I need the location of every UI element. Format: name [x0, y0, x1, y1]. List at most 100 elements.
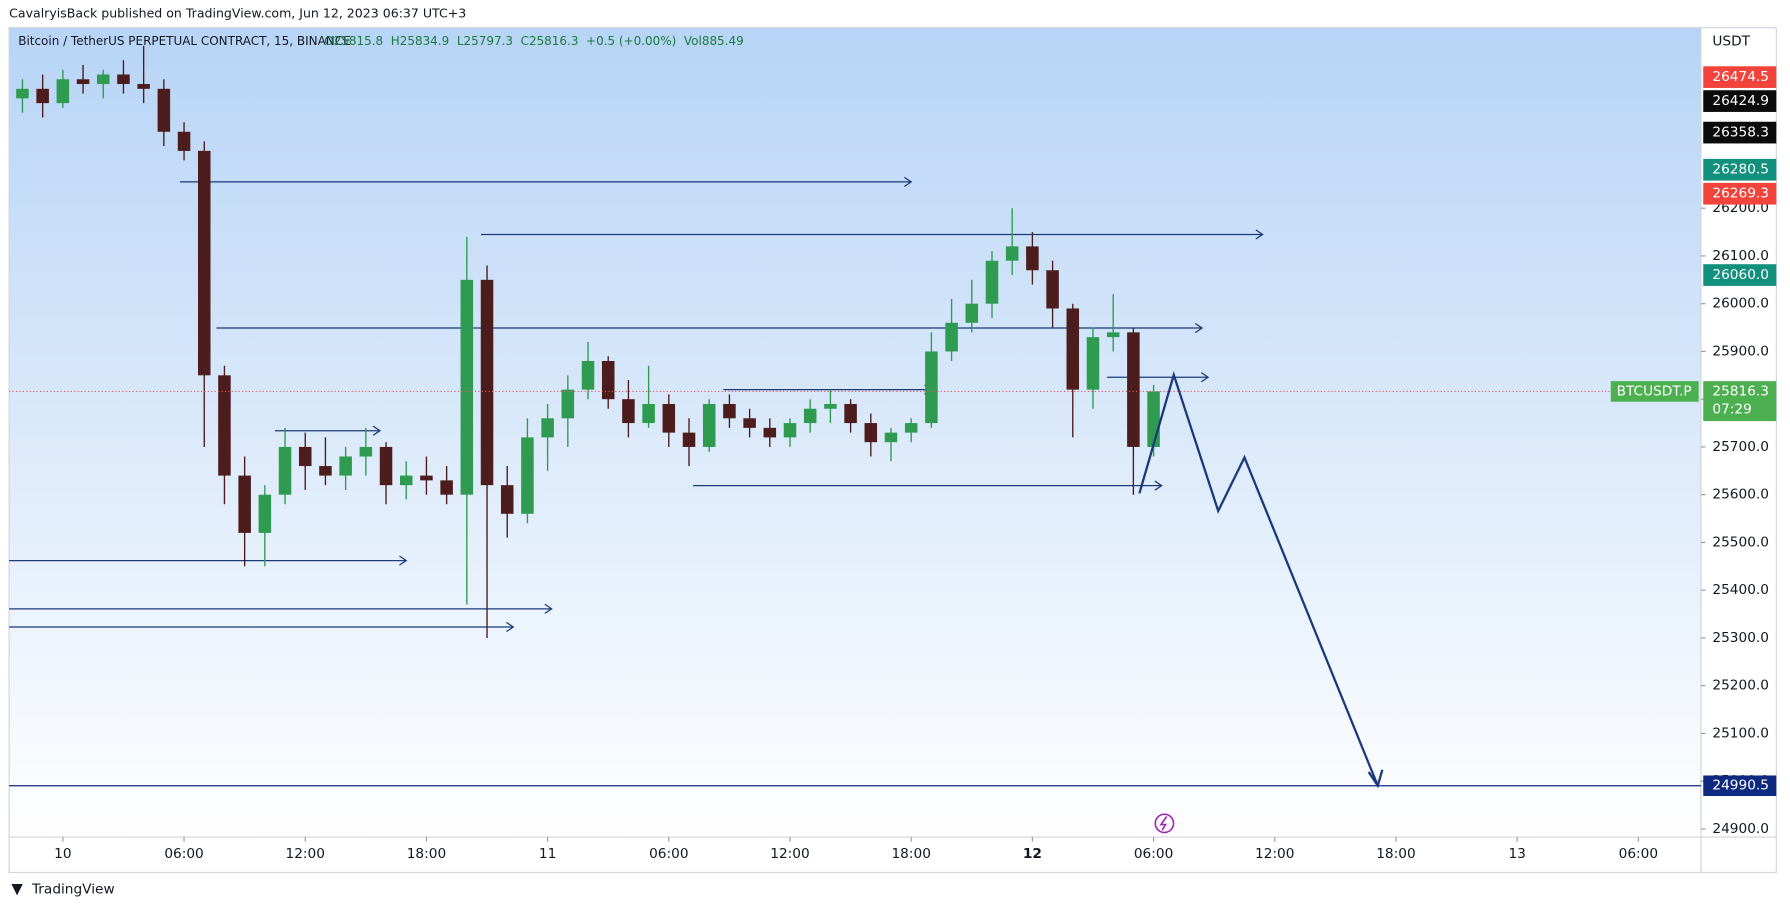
candle-body — [622, 399, 635, 424]
axis-unit: USDT — [1712, 33, 1750, 49]
projection-path — [1138, 370, 1379, 787]
candle-body — [743, 418, 756, 428]
candle-body — [399, 475, 413, 486]
symbol-title: Bitcoin / TetherUS PERPETUAL CONTRACT, 1… — [18, 34, 350, 48]
candle-body — [258, 494, 272, 533]
x-tick-label: 13 — [1508, 846, 1525, 862]
target-tag-label: 24990.5 — [1712, 778, 1769, 794]
countdown: 07:29 — [1712, 402, 1751, 418]
candle-body — [56, 79, 70, 104]
candle-body — [864, 423, 878, 443]
price-tag-label: 26280.5 — [1712, 162, 1769, 178]
price-tag-label: 26424.9 — [1712, 93, 1769, 109]
level-arrow — [903, 176, 913, 188]
candle-body — [440, 480, 453, 495]
candle-body — [925, 351, 938, 424]
price-tag-label: 26060.0 — [1712, 267, 1769, 283]
symbol-label: BTCUSDT.P — [1617, 383, 1692, 399]
price-tag — [1703, 66, 1777, 88]
x-tick-label: 10 — [54, 846, 71, 862]
level-arrow — [399, 555, 408, 566]
y-tick-label: 25900.0 — [1712, 343, 1769, 359]
y-tick-label: 26000.0 — [1712, 296, 1769, 312]
brand-logo: ▼ — [11, 881, 23, 898]
candle-body — [521, 437, 534, 514]
price-tag-label: 26474.5 — [1712, 69, 1769, 85]
x-tick-label: 06:00 — [1619, 846, 1658, 862]
candle-body — [682, 432, 696, 447]
x-tick-label: 18:00 — [891, 846, 930, 862]
candle-body — [985, 260, 999, 304]
candle-body — [460, 279, 474, 495]
y-tick-label: 25100.0 — [1712, 725, 1769, 741]
published-note: CavalryisBack published on TradingView.c… — [9, 5, 466, 20]
candle-body — [662, 403, 676, 433]
x-tick-label: 06:00 — [649, 846, 688, 862]
price-tag-label: 26358.3 — [1712, 125, 1769, 141]
candle-body — [359, 446, 373, 457]
candle-body — [581, 360, 595, 390]
current-tag — [1703, 381, 1777, 422]
candle-body — [904, 423, 918, 433]
candle-body — [157, 88, 171, 132]
candle-body — [278, 446, 292, 495]
price-tag — [1703, 121, 1777, 144]
candle-body — [1046, 270, 1059, 309]
price-tag-label: 26269.3 — [1712, 186, 1769, 202]
candle-body — [298, 446, 312, 467]
y-tick-label: 26100.0 — [1712, 248, 1769, 264]
x-tick-label: 18:00 — [407, 846, 446, 862]
candle-body — [642, 403, 655, 424]
y-tick-label: 25500.0 — [1712, 534, 1769, 550]
candle-body — [702, 403, 716, 447]
candle-body — [480, 279, 494, 486]
level-arrow — [1154, 480, 1163, 491]
lightning-icon — [1154, 813, 1175, 834]
level-arrow — [1200, 372, 1210, 383]
current-tag-label: 25816.3 — [1712, 383, 1769, 399]
candle-body — [884, 432, 898, 443]
candle-body — [763, 427, 777, 438]
candle-body — [1127, 332, 1140, 447]
candle-body — [96, 74, 110, 85]
candle-body — [1106, 332, 1120, 338]
level-arrow — [1194, 322, 1204, 334]
x-tick-label: 12 — [1023, 846, 1042, 862]
candle-body — [541, 418, 554, 438]
target-tag — [1703, 775, 1777, 797]
candle-body — [16, 88, 29, 99]
candle-body — [824, 403, 837, 409]
brand-name: TradingView — [31, 882, 115, 898]
candle-body — [177, 131, 191, 151]
candle-body — [1086, 337, 1100, 390]
candle-body — [1026, 246, 1039, 271]
candle-body — [319, 466, 332, 476]
x-tick-label: 12:00 — [1255, 846, 1294, 862]
candle-body — [601, 360, 615, 400]
candle-body — [561, 389, 575, 419]
y-tick-label: 25200.0 — [1712, 678, 1769, 694]
frame — [8, 27, 1777, 874]
ohlc-legend: O25815.8 H25834.9 L25797.3 C25816.3 +0.5… — [324, 34, 744, 48]
candle-body — [1066, 308, 1080, 390]
plot-area — [9, 27, 1701, 838]
candle-body — [844, 403, 857, 424]
level-arrow — [544, 603, 553, 614]
price-tag — [1703, 90, 1777, 112]
x-tick-label: 12:00 — [770, 846, 809, 862]
candle-body — [36, 88, 49, 104]
candle-body — [1005, 246, 1019, 261]
y-tick-label: 25300.0 — [1712, 630, 1769, 646]
x-tick-label: 06:00 — [164, 846, 203, 862]
candle-body — [965, 303, 979, 323]
candle-body — [197, 150, 211, 376]
candle-body — [420, 475, 433, 481]
candle-body — [723, 403, 736, 419]
y-tick-label: 25700.0 — [1712, 439, 1769, 455]
projection-arrow — [1367, 769, 1384, 789]
candle-body — [339, 456, 352, 476]
candle-body — [500, 485, 514, 514]
candle-body — [117, 74, 130, 85]
price-tag — [1703, 158, 1777, 181]
